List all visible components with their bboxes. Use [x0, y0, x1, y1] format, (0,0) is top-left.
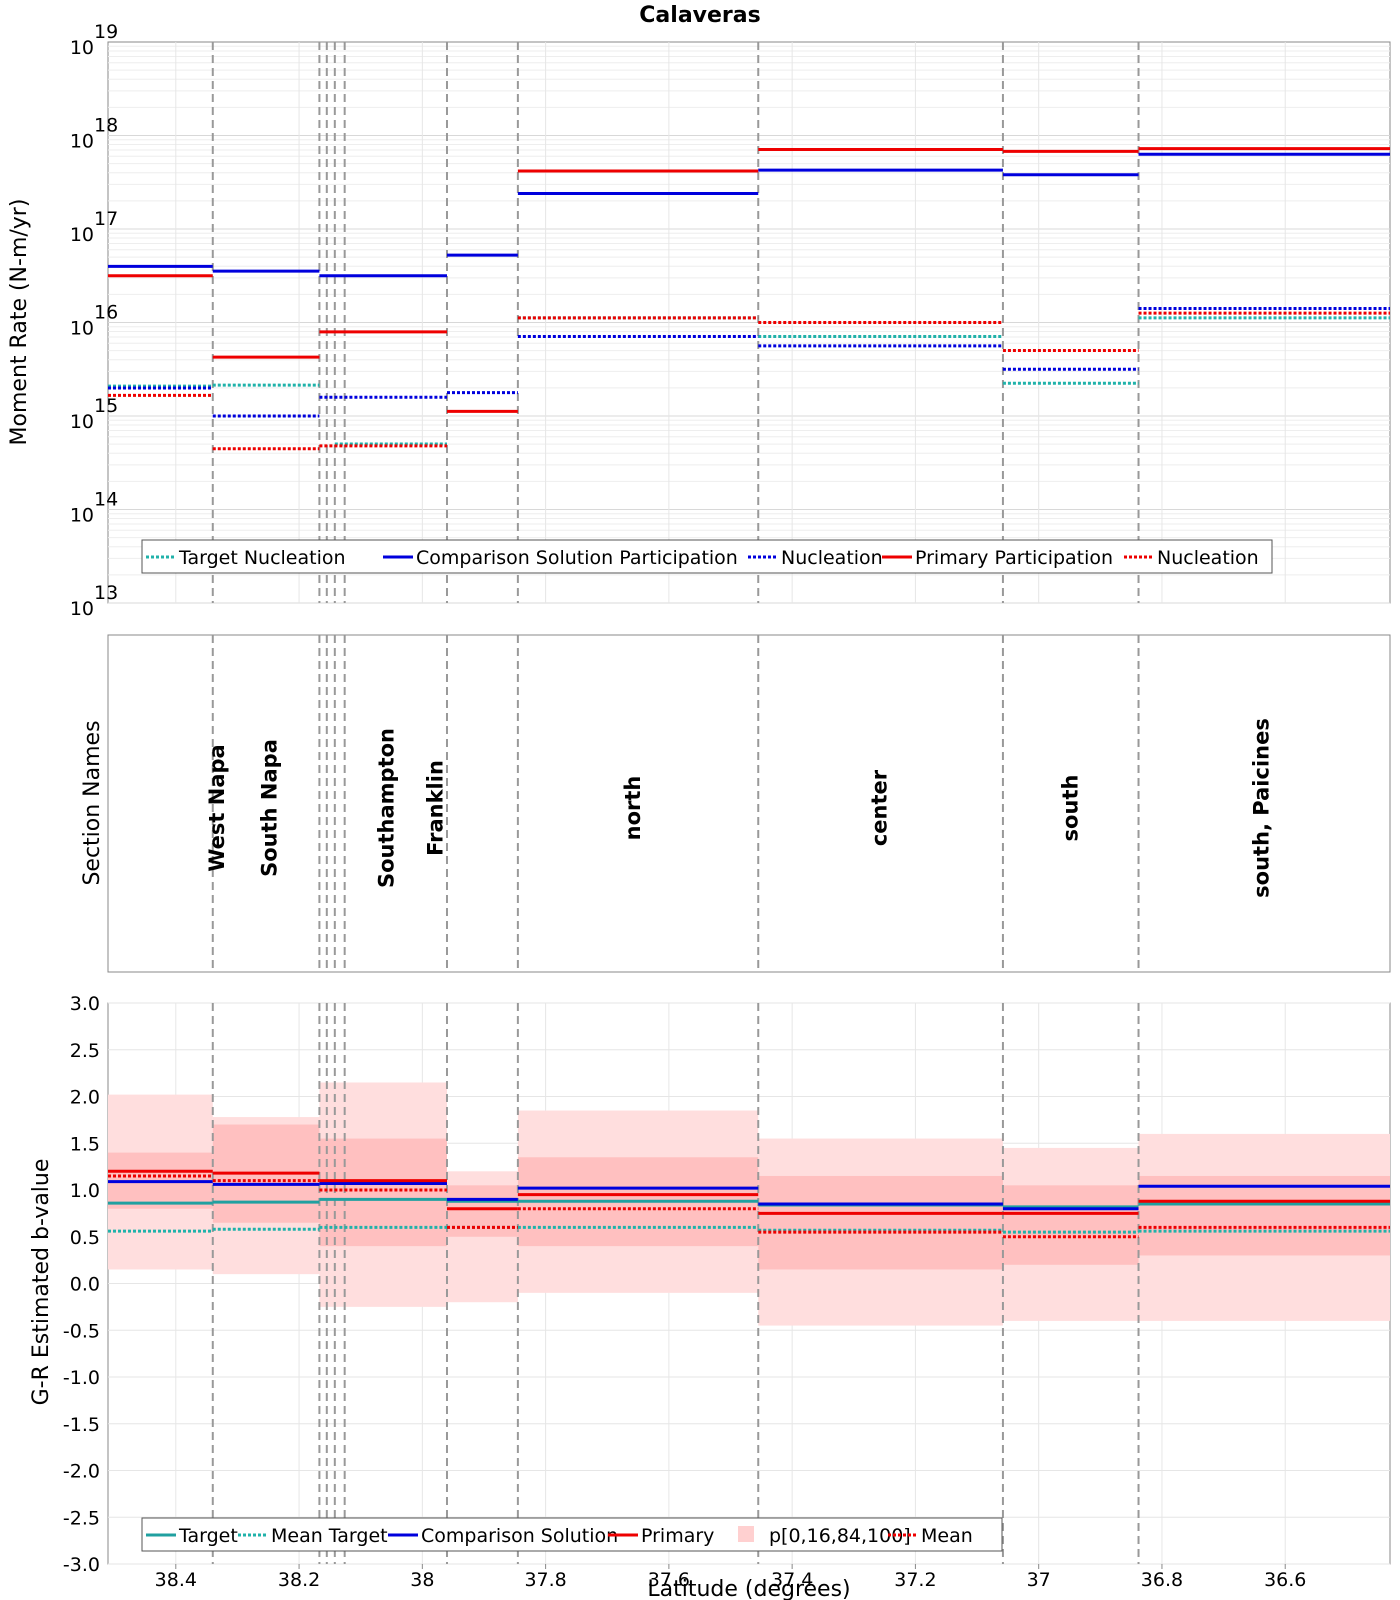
y-tick-label: -3.0: [63, 1554, 100, 1576]
y-tick-label: 3.0: [70, 993, 100, 1015]
section-name-label: south, Paicines: [1250, 718, 1274, 898]
x-tick-label: 37: [1027, 1569, 1051, 1591]
bvalue-ylabel: G-R Estimated b-value: [29, 1159, 54, 1406]
x-tick-label: 37.2: [894, 1569, 936, 1591]
x-axis-label: Latitude (degrees): [647, 1577, 850, 1600]
legend-label: Primary Participation: [915, 547, 1113, 569]
x-tick-label: 36.8: [1141, 1569, 1183, 1591]
y-tick-label: 10: [70, 37, 94, 59]
legend-label: Comparison Solution Participation: [416, 547, 738, 569]
section-name-label: center: [867, 769, 891, 846]
legend-swatch: [738, 1526, 754, 1542]
section-name-label: south: [1059, 775, 1083, 842]
legend-label: Mean: [921, 1525, 973, 1547]
y-tick-label: -1.5: [63, 1414, 100, 1436]
moment-rate-ylabel: Moment Rate (N-m/yr): [7, 199, 32, 446]
section-names-ylabel: Section Names: [80, 720, 105, 885]
y-tick-label: 10: [70, 131, 94, 153]
section-name-label: South Napa: [257, 739, 281, 877]
legend-box: [141, 1517, 1003, 1552]
x-tick-label: 37.6: [648, 1569, 690, 1591]
y-tick-exponent: 17: [94, 208, 118, 230]
x-tick-label: 37.4: [771, 1569, 813, 1591]
y-tick-exponent: 14: [94, 489, 118, 511]
y-tick-label: 10: [70, 318, 94, 340]
percentile-band-inner: [1002, 1185, 1139, 1265]
y-tick-label: 10: [70, 598, 94, 620]
y-tick-label: 0.0: [70, 1274, 100, 1296]
y-tick-exponent: 19: [94, 21, 118, 43]
y-tick-exponent: 16: [94, 302, 118, 324]
y-tick-label: 10: [70, 411, 94, 433]
y-tick-label: 10: [70, 505, 94, 527]
x-tick-label: 37.8: [524, 1569, 566, 1591]
y-tick-label: 2.5: [70, 1040, 100, 1062]
bvalue-panel: 3.0 2.5 2.0 1.5 1.0 0.5 0.0 -0.5 -1.0 -1.5 -2.0 -2.…: [29, 993, 1391, 1576]
x-tick-label: 38: [410, 1569, 434, 1591]
y-tick-label: 2.0: [70, 1087, 100, 1109]
legend-label: Nucleation: [781, 547, 883, 569]
legend-box: [141, 539, 1273, 574]
y-tick-label: -2.0: [63, 1461, 100, 1483]
legend-label: p[0,16,84,100]: [769, 1525, 911, 1547]
y-tick-label: 10: [70, 224, 94, 246]
y-tick-label: -0.5: [63, 1320, 100, 1342]
y-tick-label: 0.5: [70, 1227, 100, 1249]
moment-legend: Target Nucleation Comparison Solution Par…: [141, 539, 1273, 574]
y-tick-exponent: 18: [94, 115, 118, 137]
legend-label: Primary: [641, 1525, 714, 1547]
section-name-label: north: [621, 776, 645, 841]
section-names-panel: West Napa South Napa Southampton Franklin no…: [80, 634, 1391, 973]
section-name-label: Southampton: [374, 728, 398, 888]
y-tick-label: -1.0: [63, 1367, 100, 1389]
percentile-band-inner: [1138, 1175, 1390, 1256]
legend-label: Target Nucleation: [178, 547, 346, 569]
y-tick-label: -2.5: [63, 1507, 100, 1529]
y-tick-label: 1.5: [70, 1133, 100, 1155]
percentile-band-inner: [319, 1138, 447, 1247]
percentile-band-inner: [758, 1175, 1003, 1270]
section-name-label: Franklin: [424, 760, 448, 856]
legend-label: Mean Target: [271, 1525, 388, 1547]
y-tick-exponent: 15: [94, 395, 118, 417]
percentile-band-inner: [446, 1185, 518, 1237]
x-tick-label: 38.2: [278, 1569, 320, 1591]
bvalue-legend: Target Mean Target Comparison Solution Prim…: [141, 1517, 1003, 1552]
legend-label: Nucleation: [1157, 547, 1259, 569]
legend-label: Comparison Solution: [421, 1525, 618, 1547]
section-name-label: West Napa: [205, 744, 229, 871]
y-tick-label: 1.0: [70, 1180, 100, 1202]
y-tick-exponent: 13: [94, 582, 118, 604]
x-tick-label: 36.6: [1264, 1569, 1306, 1591]
legend-label: Target: [178, 1525, 238, 1547]
section-names-plot-area: [107, 634, 1391, 973]
chart-title: Calaveras: [639, 3, 760, 28]
x-tick-label: 38.4: [155, 1569, 197, 1591]
